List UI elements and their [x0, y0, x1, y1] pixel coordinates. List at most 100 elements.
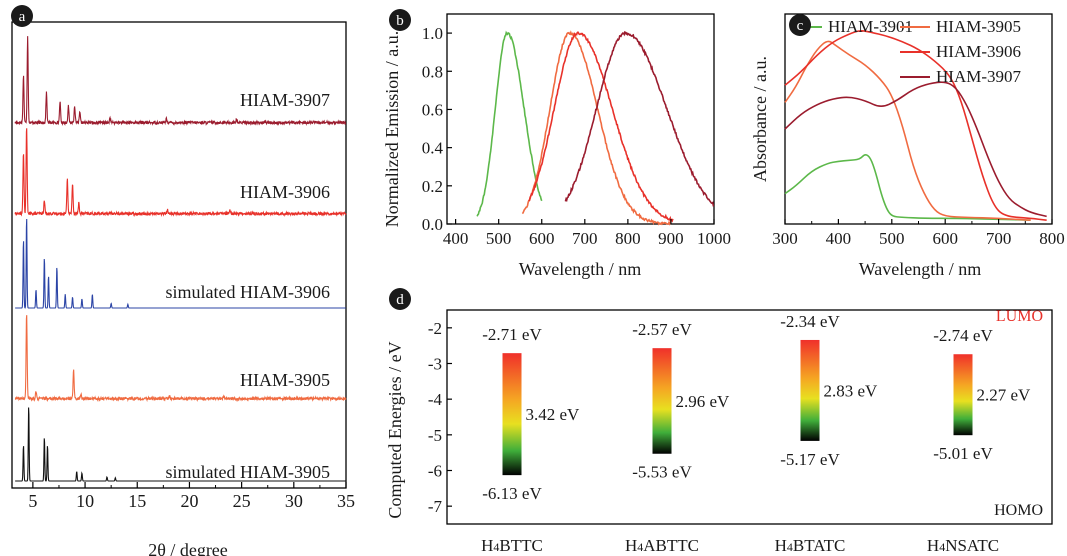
panel-b-y-tick-label: 1.0: [422, 24, 443, 43]
panel-d-homo-value: -5.53 eV: [632, 463, 692, 482]
panel-c-y-axis-label: Absorbance / a.u.: [750, 56, 770, 182]
panel-d-category-label: H4ABTTC: [625, 536, 699, 555]
panel-d-category-prefix: H: [927, 536, 939, 555]
panel-d-homo-value: -5.17 eV: [780, 450, 840, 469]
panel-a-series-line: [14, 36, 347, 127]
panel-c-x-tick-label: 600: [932, 229, 958, 248]
panel-d-category-subscript: 4: [787, 540, 793, 554]
panel-c-series-line: [784, 81, 1047, 218]
panel-c-series-line: [784, 30, 1047, 221]
panel-b-x-axis-label: Wavelength / nm: [519, 259, 642, 279]
panel-d-y-tick-label: -2: [428, 319, 442, 338]
panel-a-series-line: [14, 128, 347, 218]
panel-b-letter-badge: [389, 9, 411, 31]
panel-c-series-line: [784, 154, 1031, 221]
panel-d-category-rest: ABTTC: [643, 536, 699, 555]
panel-d-gap-bar: [953, 354, 973, 436]
panel-a-x-tick-label: 5: [28, 491, 37, 511]
panel-c-series-group: [784, 30, 1047, 221]
panel-d-energy-chart: -2-3-4-5-6-7 -2.71 eV-6.13 eV3.42 eVH4BT…: [385, 288, 1053, 555]
panel-d-homo-value: -5.01 eV: [933, 444, 993, 463]
panel-d-gap-bar: [800, 339, 820, 441]
panel-b-frame: [446, 13, 715, 225]
panel-a-series-group: HIAM-3907 HIAM-3906 simulated HIAM-3906 HIA…: [14, 36, 347, 482]
panel-a-letter: a: [19, 9, 26, 25]
panel-a-x-tick-label: 20: [180, 491, 198, 511]
panel-b-y-tick-label: 0.2: [422, 177, 443, 196]
panel-d-category-prefix: H: [775, 536, 787, 555]
panel-b-letter: b: [396, 13, 404, 29]
panel-d-lumo-value: -2.74 eV: [933, 326, 993, 345]
panel-c-x-tick-label: 500: [879, 229, 905, 248]
panel-d-category-subscript: 4: [493, 540, 499, 554]
panel-d-gap-value: 3.42 eV: [526, 405, 581, 424]
panel-b-x-tick-label: 800: [615, 229, 641, 248]
panel-a-xrd-chart: HIAM-3907 HIAM-3906 simulated HIAM-3906 HIA…: [11, 5, 355, 556]
panel-c-x-axis-label: Wavelength / nm: [859, 259, 982, 279]
panel-a-x-tick-label: 30: [285, 491, 303, 511]
panel-c-series-line: [784, 40, 1031, 221]
panel-a-letter-badge: [11, 5, 33, 27]
panel-b-x-tick-label: 400: [443, 229, 469, 248]
panel-d-gap-value: 2.27 eV: [977, 386, 1032, 405]
panel-b-y-axis-label: Normalized Emission / a.u.: [382, 31, 402, 227]
panel-d-gap-bar: [502, 353, 522, 476]
panel-a-x-axis-label: 2θ / degree: [148, 540, 228, 556]
panel-b-series-line: [528, 31, 674, 223]
panel-a-series-line: [15, 407, 346, 482]
panel-d-category-prefix: H: [481, 536, 493, 555]
panel-d-lumo-label: LUMO: [996, 308, 1043, 325]
panel-b-x-tick-label: 700: [572, 229, 598, 248]
panel-d-y-tick-label: -7: [428, 497, 443, 516]
panel-b-emission-chart: 400 500 600 700 800 900 1000 0.0 0.2 0.4 0.6 0.8 1.0…: [382, 9, 731, 279]
panel-d-frame: [446, 309, 1053, 525]
panel-b-y-tick-label: 0.0: [422, 215, 443, 234]
panel-d-category-subscript: 4: [637, 540, 643, 554]
panel-d-letter-badge: [389, 288, 411, 310]
panel-d-y-tick-label: -6: [428, 462, 442, 481]
panel-a-x-tick-label: 10: [76, 491, 94, 511]
panel-c-x-tick-label: 700: [986, 229, 1012, 248]
panel-d-homo-label: HOMO: [994, 502, 1043, 519]
panel-d-category-subscript: 4: [939, 540, 945, 554]
panel-b-y-tick-label: 0.4: [422, 139, 444, 158]
panel-a-series-line: [15, 218, 346, 309]
panel-b-x-tick-label: 900: [658, 229, 684, 248]
panel-d-category-label: H4BTATC: [775, 536, 846, 555]
panel-b-ticks: 400 500 600 700 800 900 1000 0.0 0.2 0.4 0.6 0.8 1.0: [422, 24, 731, 248]
panel-d-y-tick-label: -3: [428, 355, 442, 374]
panel-b-y-tick-label: 0.6: [422, 100, 443, 119]
panel-d-category-prefix: H: [625, 536, 637, 555]
panel-d-gap-bar: [652, 348, 672, 454]
panel-d-gap-value: 2.83 eV: [824, 381, 879, 400]
panel-b-series-group: [476, 30, 715, 226]
panel-c-legend-label: HIAM-3907: [936, 67, 1021, 86]
panel-d-y-ticks: -2 -3 -4 -5 -6 -7: [428, 319, 452, 516]
panel-a-frame: [11, 21, 347, 489]
panel-a-series-line: [14, 315, 347, 403]
panel-d-category-label: H4NSATC: [927, 536, 999, 555]
panel-b-x-tick-label: 1000: [697, 229, 731, 248]
panel-c-x-tick-label: 800: [1039, 229, 1065, 248]
panel-d-homo-value: -6.13 eV: [482, 484, 542, 503]
panel-b-x-tick-label: 500: [486, 229, 512, 248]
panel-a-series-label: HIAM-3907: [240, 90, 330, 110]
panel-d-y-tick-label: -5: [428, 426, 442, 445]
panel-b-series-line: [564, 30, 715, 207]
panel-c-letter-badge: [789, 14, 811, 36]
panel-a-x-tick-label: 25: [233, 491, 251, 511]
panel-b-x-tick-label: 600: [529, 229, 555, 248]
panel-b-y-tick-label: 0.8: [422, 62, 443, 81]
panel-d-letter: d: [396, 292, 404, 308]
panel-c-letter: c: [797, 18, 804, 34]
panel-d-category-rest: BTTC: [499, 536, 542, 555]
panel-c-x-tick-label: 400: [826, 229, 852, 248]
panel-c-legend: HIAM-3901 HIAM-3905 HIAM-3906 HIAM-3907: [792, 17, 1021, 86]
panel-d-gap-value: 2.96 eV: [676, 392, 731, 411]
panel-d-lumo-value: -2.71 eV: [482, 325, 542, 344]
panel-b-series-line: [476, 30, 543, 217]
panel-a-series-label: simulated HIAM-3905: [166, 462, 330, 482]
panel-d-category-rest: NSATC: [945, 536, 999, 555]
